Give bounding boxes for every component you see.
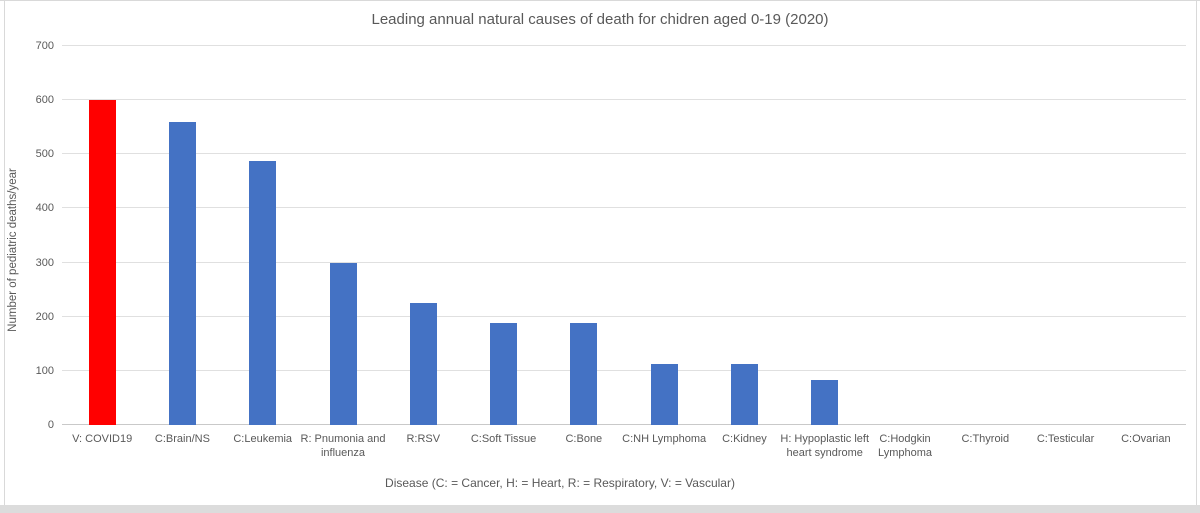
x-category-label-v-covid19: V: COVID19	[72, 433, 133, 445]
plot-area	[62, 45, 1186, 425]
y-tick-label-600: 600	[35, 94, 54, 107]
gridline-600	[62, 99, 1186, 101]
x-category-label-c-hodgkin-lymphoma: C:Hodgkin Lymphoma	[877, 433, 932, 459]
gridline-700	[62, 45, 1186, 46]
y-tick-label-300: 300	[35, 256, 54, 269]
x-category-label-h-hypoplastic-left-heart-syndrome: H: Hypoplastic left heart syndrome	[780, 433, 870, 459]
bar-c-leukemia	[249, 161, 277, 425]
x-category-label-c-nh-lymphoma: C:NH Lymphoma	[622, 433, 707, 445]
x-axis-line	[62, 424, 1186, 425]
x-category-label-c-kidney: C:Kidney	[722, 433, 767, 445]
bar-c-brain-ns	[168, 121, 196, 425]
bar-h-hypoplastic-left-heart-syndrome	[811, 380, 839, 425]
bar-c-bone	[570, 323, 598, 425]
y-tick-label-400: 400	[35, 202, 54, 215]
x-category-label-c-soft-tissue: C:Soft Tissue	[470, 433, 537, 445]
gridline-400	[62, 207, 1186, 209]
y-tick-label-100: 100	[35, 364, 54, 377]
y-tick-label-500: 500	[35, 148, 54, 161]
x-category-label-c-bone: C:Bone	[565, 433, 603, 445]
x-category-label-c-brain-ns: C:Brain/NS	[154, 433, 210, 445]
y-tick-label-700: 700	[35, 40, 54, 52]
bar-c-kidney	[730, 363, 758, 425]
x-category-label-c-thyroid: C:Thyroid	[961, 433, 1010, 445]
y-tick-label-0: 0	[47, 419, 54, 431]
gridline-100	[62, 369, 1186, 371]
bar-c-soft-tissue	[490, 323, 518, 425]
window-bottom-edge	[0, 505, 1200, 513]
x-category-label-r-pnumonia-and-influenza: R: Pnumonia and influenza	[300, 433, 386, 459]
bar-r-rsv	[409, 303, 437, 425]
y-axis-title: Number of pediatric deaths/year	[7, 168, 19, 332]
chart-title: Leading annual natural causes of death f…	[371, 11, 829, 28]
window-left-edge	[4, 0, 5, 505]
bar-c-nh-lymphoma	[650, 363, 678, 425]
gridline-500	[62, 153, 1186, 155]
x-axis-title: Disease (C: = Cancer, H: = Heart, R: = R…	[385, 476, 735, 490]
x-category-label-c-ovarian: C:Ovarian	[1121, 433, 1171, 445]
y-tick-label-200: 200	[35, 310, 54, 323]
bar-v-covid19	[88, 100, 116, 425]
gridline-200	[62, 315, 1186, 317]
window-top-edge	[0, 0, 1200, 1]
x-category-label-r-rsv: R:RSV	[406, 433, 441, 445]
bar-r-pnumonia-and-influenza	[329, 262, 357, 425]
window-right-edge	[1196, 0, 1197, 505]
x-category-label-c-leukemia: C:Leukemia	[233, 433, 293, 445]
x-category-label-c-testicular: C:Testicular	[1036, 433, 1095, 445]
gridline-300	[62, 261, 1186, 263]
